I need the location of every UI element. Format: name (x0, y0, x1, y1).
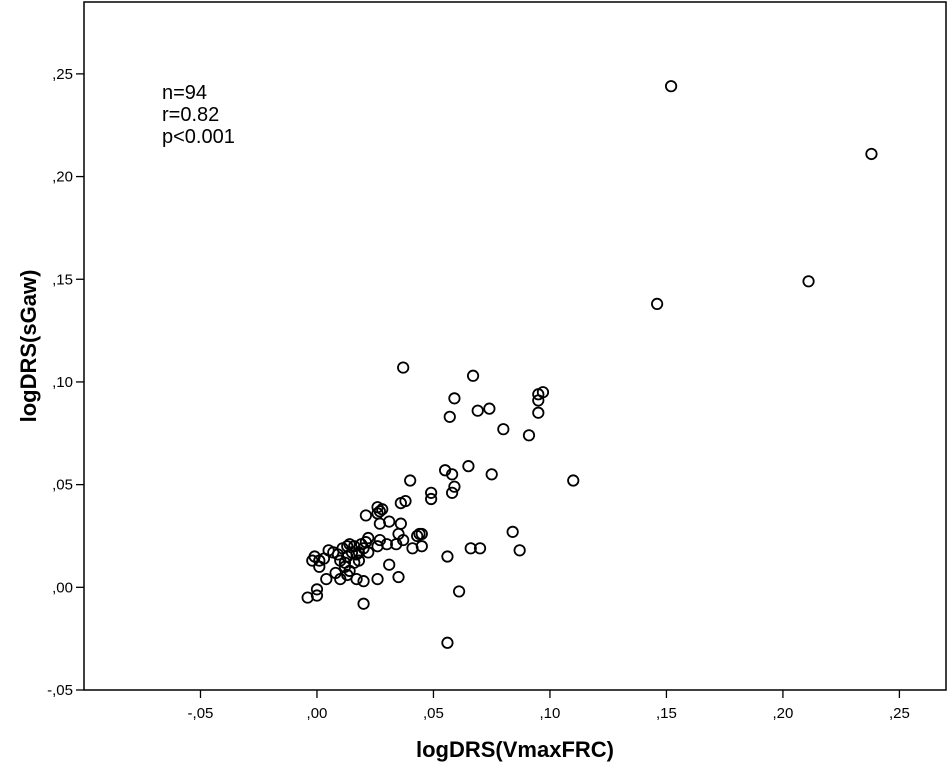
data-point (425, 492, 438, 506)
data-point (397, 361, 410, 374)
data-point (301, 591, 314, 604)
data-point (473, 542, 487, 555)
data-point (443, 410, 456, 423)
data-point (313, 560, 326, 573)
data-point (334, 572, 347, 586)
data-point (394, 517, 407, 530)
data-point (664, 80, 678, 93)
data-point (394, 497, 407, 510)
data-point (352, 554, 366, 567)
data-point (357, 575, 370, 588)
plot-area-border (83, 1, 947, 691)
data-point (448, 392, 461, 405)
data-point (357, 597, 370, 610)
data-point (865, 147, 878, 161)
data-point (466, 369, 480, 382)
y-tick-label: -,05 (47, 682, 73, 699)
data-point (425, 486, 438, 499)
data-point (506, 525, 519, 538)
y-tick-label: ,00 (52, 579, 73, 596)
annotation-p: p<0.001 (162, 126, 235, 148)
data-point (373, 505, 386, 518)
x-tick-label: ,15 (656, 705, 677, 722)
y-tick-label: ,20 (52, 169, 73, 186)
data-point (448, 480, 461, 493)
data-point (373, 533, 386, 547)
data-point (392, 570, 405, 584)
data-point (452, 585, 466, 598)
x-tick-label: -,05 (188, 705, 214, 722)
data-point (485, 468, 498, 481)
data-point (320, 572, 333, 586)
data-point (390, 538, 403, 551)
x-tick-label: ,20 (772, 705, 793, 722)
y-tick-label: ,15 (52, 271, 73, 288)
annotation-n: n=94 (162, 82, 207, 104)
data-point (445, 486, 459, 499)
x-tick-label: ,05 (423, 705, 444, 722)
y-tick-label: ,25 (52, 66, 73, 83)
data-point (532, 388, 545, 401)
data-point (373, 517, 386, 530)
data-point (310, 583, 324, 596)
data-point (359, 509, 372, 522)
x-axis-title: logDRS(VmaxFRC) (416, 737, 614, 762)
data-point (441, 550, 454, 563)
data-point (483, 402, 496, 415)
x-tick-label: ,10 (540, 705, 561, 722)
data-point (532, 394, 545, 407)
annotation-r: r=0.82 (162, 104, 219, 126)
x-tick-label: ,25 (889, 705, 910, 722)
x-tick-label: ,00 (307, 705, 328, 722)
data-point (411, 529, 424, 543)
data-point (567, 474, 580, 487)
data-point (306, 554, 319, 567)
data-point (415, 540, 428, 553)
data-point (522, 429, 536, 442)
y-axis-title: logDRS(sGaw) (16, 270, 41, 423)
data-point (513, 544, 526, 557)
data-point (350, 572, 363, 586)
data-point (404, 474, 417, 487)
data-point (651, 297, 664, 310)
data-point (471, 404, 484, 417)
data-point (362, 546, 375, 559)
data-point (441, 636, 454, 649)
data-point (313, 554, 326, 567)
data-point (371, 572, 384, 586)
y-tick-label: ,10 (52, 374, 73, 391)
data-points (301, 80, 878, 649)
x-axis: -,05 ,00 ,05 ,10 ,15 ,20 ,25 (188, 690, 910, 722)
y-axis: -,05 ,00 ,05 ,10 ,15 ,20 ,25 (47, 66, 84, 699)
data-point (445, 468, 459, 481)
data-point (371, 540, 384, 553)
data-point (362, 531, 375, 545)
data-point (532, 406, 545, 419)
data-point (802, 275, 815, 288)
plot-frame (83, 1, 947, 691)
data-point (462, 460, 475, 473)
data-point (464, 542, 477, 555)
data-point (383, 558, 396, 571)
data-point (497, 423, 510, 436)
y-tick-label: ,05 (52, 477, 73, 494)
